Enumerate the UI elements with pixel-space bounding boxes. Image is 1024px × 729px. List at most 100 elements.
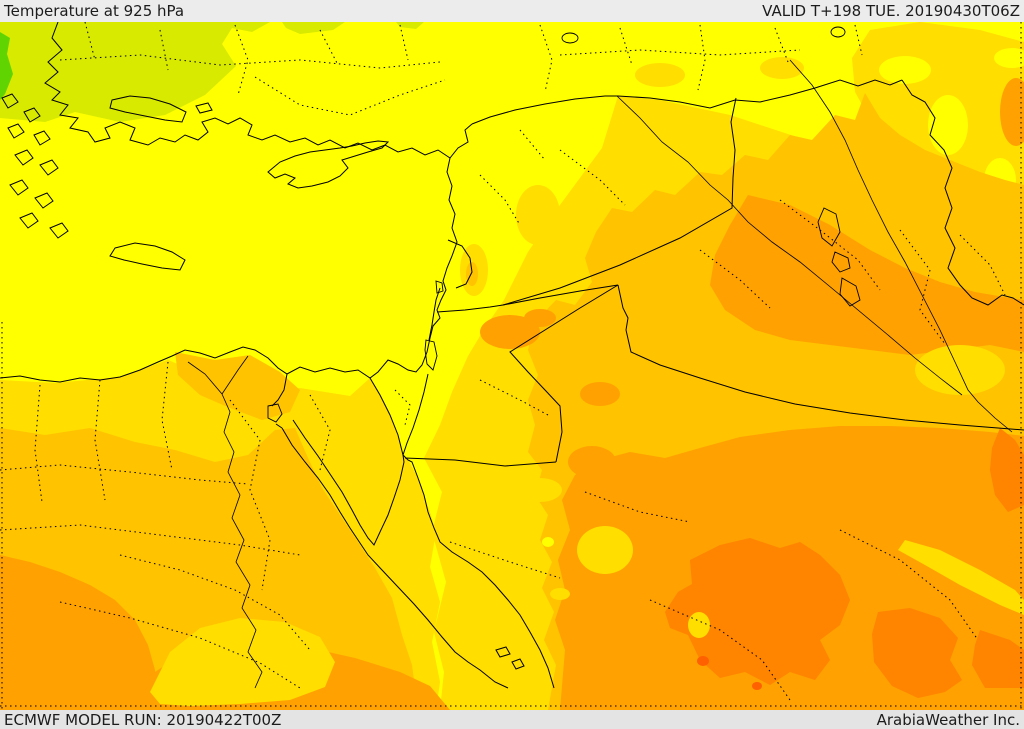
admin-line-egypt	[94, 379, 106, 501]
fill-yellow-spot	[542, 537, 554, 547]
admin-line-jordan	[479, 379, 549, 416]
lake-layer	[267, 26, 861, 423]
syria-iraq-border	[502, 97, 737, 306]
turkey-syria-border	[471, 79, 903, 125]
footer-bar: ECMWF MODEL RUN: 20190422T00Z ArabiaWeat…	[0, 710, 1024, 729]
fill-amber-patch	[466, 262, 478, 286]
fill-yellow-patch	[928, 95, 968, 155]
admin-line-egypt	[119, 554, 311, 651]
admin-line-saudi	[839, 529, 979, 641]
lebanon-border	[447, 239, 473, 289]
fill-darkorange-nafud-west	[665, 538, 850, 685]
tigris-river	[789, 59, 1013, 433]
aqaba-saudi-coastline	[402, 454, 555, 689]
admin-line-turkey	[619, 27, 633, 66]
nile-delta-branch	[221, 355, 249, 395]
euphrates-river	[616, 95, 963, 396]
island-small	[195, 102, 213, 114]
admin-line-turkey	[399, 24, 409, 61]
dead-sea	[424, 339, 438, 371]
suez-canal	[275, 423, 283, 429]
fill-darkorange-right-edge	[990, 428, 1024, 512]
admin-line-egypt	[59, 601, 301, 689]
nile-river	[221, 393, 263, 689]
header-bar: Temperature at 925 hPa VALID T+198 TUE. …	[0, 0, 1024, 22]
fill-gold-patch	[635, 63, 685, 87]
fill-gold-patch	[518, 478, 562, 502]
fill-gold-patch	[550, 588, 570, 600]
arava-valley-border	[402, 373, 429, 456]
temperature-fill-layer	[0, 22, 1024, 710]
admin-line-syria	[479, 174, 521, 226]
sea-of-galilee	[435, 280, 444, 294]
bitter-lake	[267, 403, 283, 423]
fill-orange-patch	[1000, 78, 1024, 146]
levant-egypt-coastline	[0, 157, 458, 383]
admin-line-egypt	[0, 464, 249, 485]
admin-line-egypt	[0, 524, 301, 556]
valid-time-label: VALID T+198 TUE. 20190430T06Z	[762, 2, 1020, 20]
fill-yellowgreen-patch	[282, 22, 345, 34]
model-run-label: ECMWF MODEL RUN: 20190422T00Z	[4, 710, 282, 729]
aegean-island	[14, 149, 34, 166]
admin-line-israel	[394, 389, 411, 426]
fill-orange-patch	[580, 382, 620, 406]
admin-line-turkey	[159, 29, 169, 71]
lake-turkey	[561, 32, 579, 44]
fill-redorange-spot	[697, 656, 709, 666]
admin-line-turkey	[559, 49, 801, 56]
jordan-saudi-border	[404, 457, 557, 467]
lake-turkey	[830, 26, 846, 38]
admin-line-iraq	[779, 199, 881, 291]
map-svg	[0, 22, 1024, 710]
page-title: Temperature at 925 hPa	[4, 2, 185, 20]
crete-island	[109, 242, 186, 271]
fill-yellow-patch	[879, 56, 931, 84]
aegean-island	[33, 130, 51, 146]
fill-orange-patch	[568, 446, 616, 478]
aegean-island	[23, 107, 41, 123]
fill-orange-iraq	[710, 195, 1024, 355]
admin-line-turkey	[254, 76, 446, 116]
red-sea-island	[511, 658, 525, 670]
fill-yellowgreen-anatolia	[0, 22, 270, 122]
suez-canal	[271, 373, 288, 407]
fill-darkorange-corner	[972, 630, 1024, 688]
fill-orange-egypt-sw	[0, 555, 158, 710]
turkey-aegean-coastline	[44, 22, 473, 159]
fill-gold-patch	[915, 345, 1005, 395]
fill-gold-patch	[577, 526, 633, 574]
temperature-map	[0, 22, 1024, 710]
fill-gold-nile-tongue	[150, 618, 335, 706]
admin-line-turkey	[774, 27, 789, 63]
fill-orange-patch	[480, 315, 540, 349]
aegean-island	[1, 93, 19, 109]
admin-line-turkey	[697, 24, 706, 91]
sinai-coastline	[292, 419, 405, 546]
jordan-river-valley	[428, 287, 441, 341]
iraq-saudi-border	[617, 284, 1024, 431]
egypt-israel-border	[369, 377, 404, 456]
admin-line-iraq	[899, 229, 946, 345]
jordan-iraq-border	[502, 284, 619, 306]
nile-delta-branch	[187, 361, 223, 395]
admin-line-saudi	[449, 541, 561, 579]
admin-line-iraq	[699, 249, 771, 309]
aegean-island	[49, 222, 69, 239]
admin-line-turkey	[59, 54, 441, 69]
aegean-island	[39, 159, 59, 176]
aegean-island	[7, 123, 25, 139]
cyprus-island	[267, 140, 390, 189]
aegean-island	[34, 192, 54, 209]
fill-gold-patch	[760, 57, 804, 79]
fill-gold-streak	[898, 540, 1024, 615]
admin-line-egypt	[34, 384, 43, 503]
jordan-saudi-border	[509, 284, 619, 463]
fill-yellow-patch	[994, 48, 1024, 68]
coastline-layer	[0, 22, 555, 689]
fill-darkorange-nafud-east	[872, 608, 962, 698]
rhodes-island	[109, 95, 187, 123]
fill-yellowgreen-patch	[396, 22, 424, 29]
border-layer	[369, 79, 1024, 467]
